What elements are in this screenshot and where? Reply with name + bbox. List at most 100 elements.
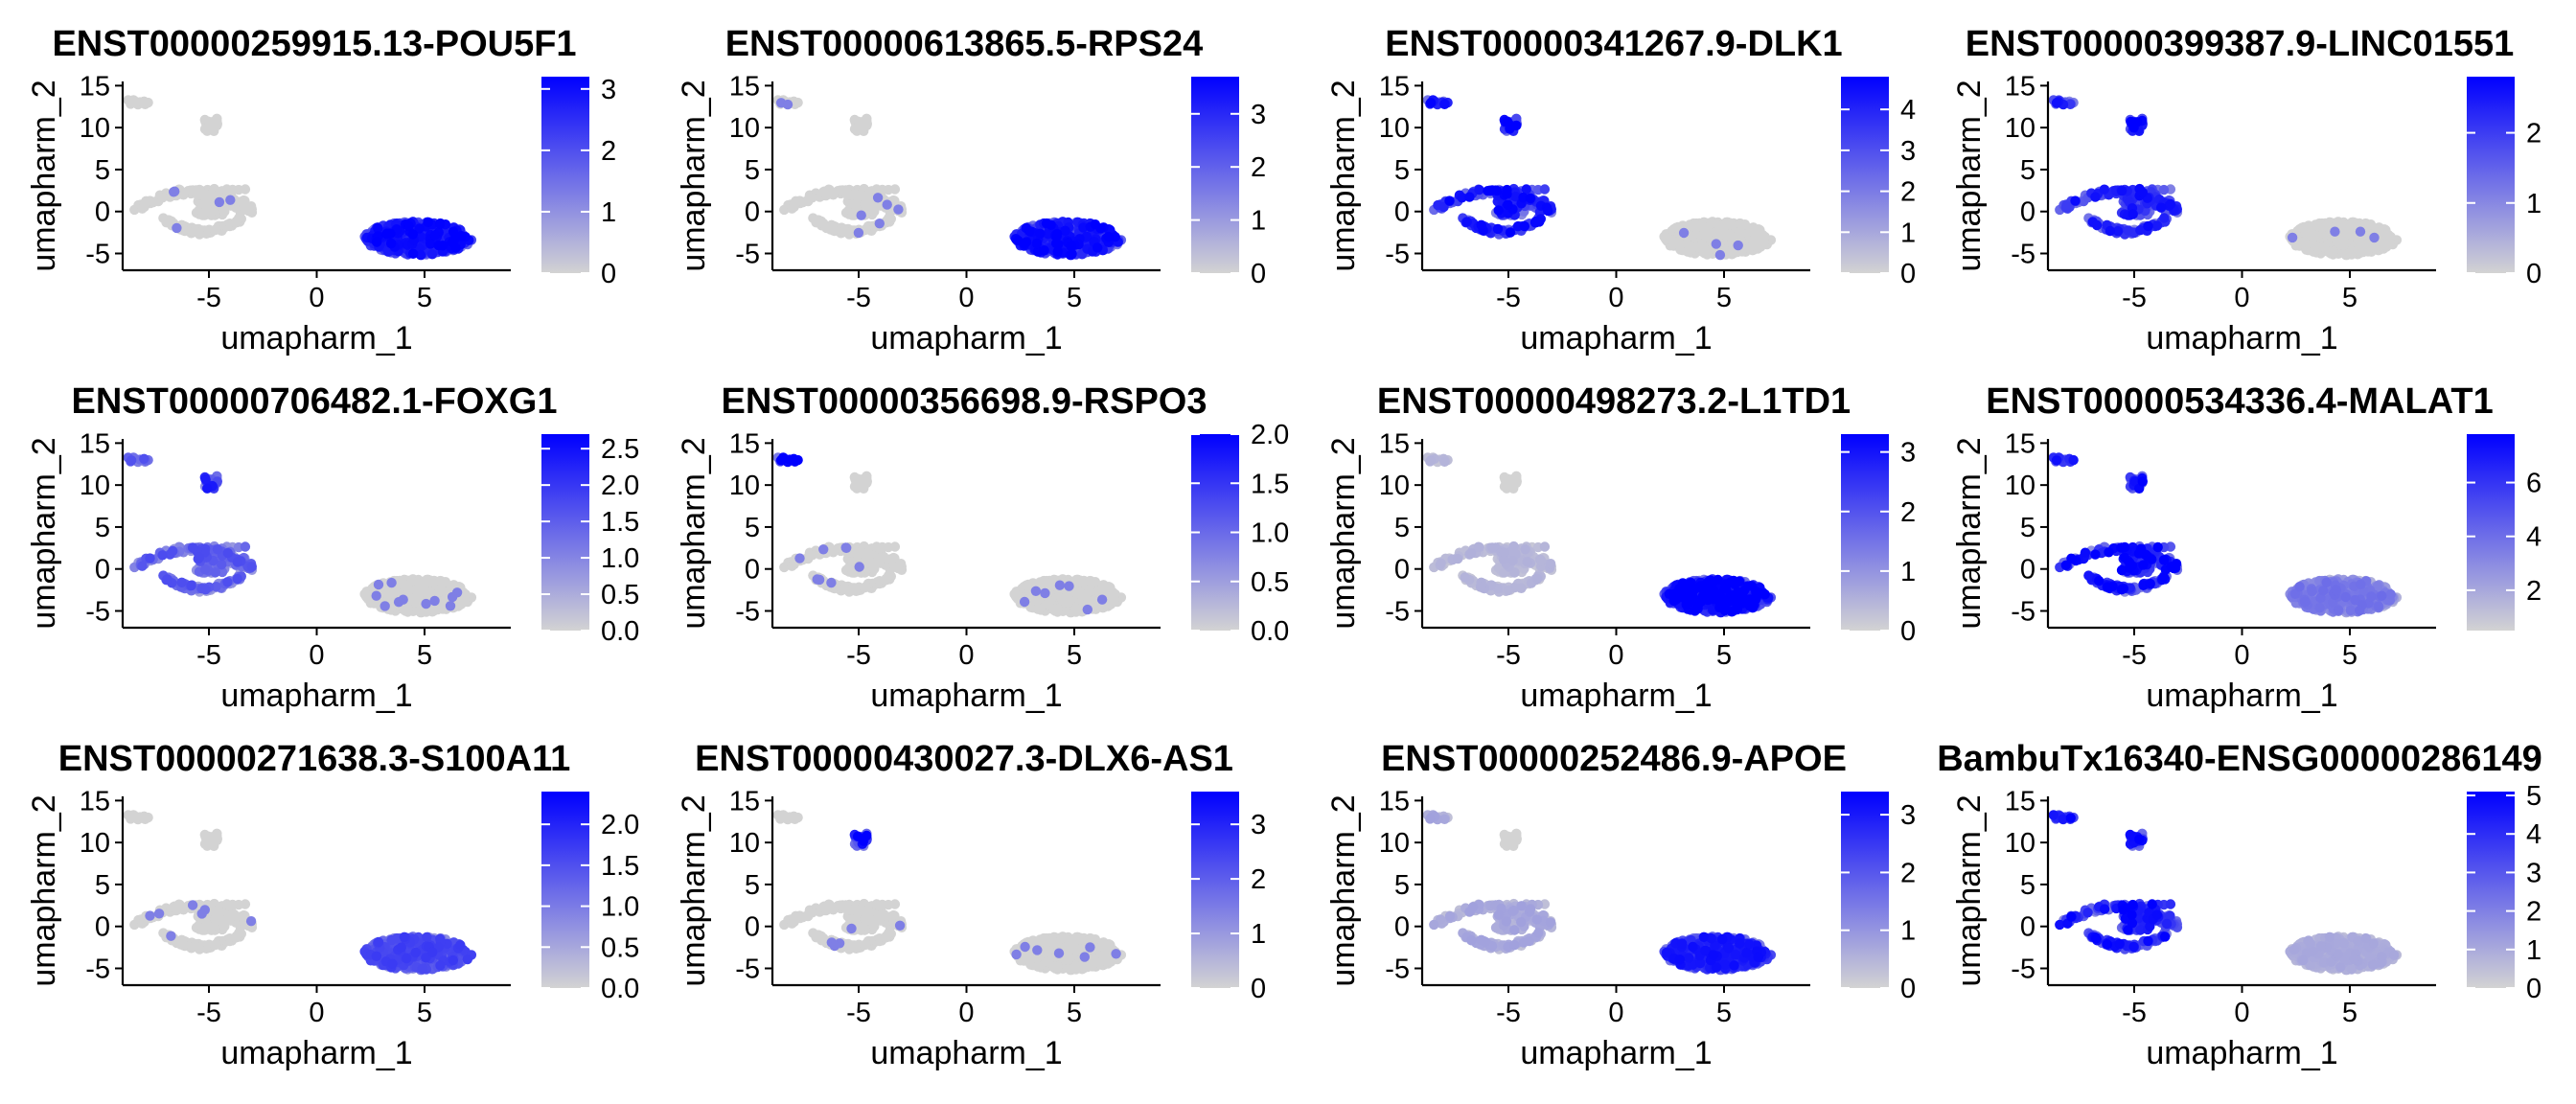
cell-point [862, 119, 872, 129]
cell-point [2358, 246, 2368, 258]
x-tick-label: 0 [309, 283, 324, 313]
cell-point [1031, 238, 1043, 249]
cell-point [423, 217, 433, 227]
x-tick-label: 5 [417, 283, 432, 313]
cell-point [429, 595, 440, 607]
cell-point [1530, 218, 1541, 228]
colorbar [541, 77, 589, 273]
cell-point [241, 204, 251, 215]
y-tick-label: -5 [85, 239, 110, 269]
y-axis-label: umapharm_2 [26, 437, 62, 629]
cell-point [426, 249, 438, 260]
cell-point [2091, 219, 2103, 231]
x-axis-label: umapharm_1 [1520, 320, 1712, 356]
cell-point [157, 550, 168, 561]
cell-point [1086, 576, 1096, 586]
x-tick-label: 0 [2234, 283, 2249, 313]
colorbar-tick-label: 1 [1251, 206, 1266, 237]
cell-point [222, 577, 233, 587]
x-tick-label: 5 [2342, 283, 2358, 313]
x-tick-label: 0 [309, 640, 324, 671]
colorbar-tick-label: 3 [1900, 136, 1916, 167]
cell-point [169, 187, 179, 197]
cell-point [222, 547, 233, 559]
cell-point [206, 207, 217, 218]
cell-point [2131, 117, 2143, 127]
cell-point [172, 222, 182, 234]
cell-point [874, 218, 885, 229]
cell-point [2369, 242, 2380, 254]
colorbar [2467, 77, 2515, 273]
colorbar-tick-label: 0 [1251, 259, 1266, 289]
cell-point [415, 249, 426, 261]
cell-point [445, 601, 456, 611]
cell-point [386, 577, 397, 588]
cell-point [1725, 232, 1736, 242]
x-tick-label: 0 [1608, 283, 1623, 313]
colorbar [1841, 77, 1889, 273]
cell-point [2090, 192, 2101, 202]
y-tick-label: 0 [95, 197, 110, 228]
cell-point [232, 557, 242, 567]
cell-point [1502, 189, 1512, 199]
cell-point [163, 215, 174, 225]
cell-point [380, 601, 390, 611]
cell-point [2361, 218, 2372, 229]
y-axis-label: umapharm_2 [676, 80, 712, 271]
cell-point [126, 455, 137, 466]
cell-point [139, 453, 150, 464]
colorbar-tick-label: 2 [1251, 152, 1266, 183]
cell-point [1022, 580, 1032, 590]
cell-point [883, 184, 894, 196]
y-tick-label: 0 [745, 197, 760, 228]
cell-point [399, 581, 409, 591]
cell-point [821, 222, 832, 234]
cell-point [232, 573, 242, 585]
cell-point [1698, 223, 1709, 234]
x-tick-label: -5 [196, 283, 221, 313]
cell-point [1483, 186, 1493, 196]
cell-point [403, 220, 414, 231]
y-tick-label: 10 [2005, 113, 2036, 144]
y-tick-label: -5 [735, 239, 760, 269]
cell-point [1075, 589, 1086, 600]
y-axis-label: umapharm_2 [1951, 80, 1988, 271]
cell-point [202, 483, 213, 494]
y-tick-label: 10 [1379, 113, 1410, 144]
umap-panel: ENST00000341267.9-DLK1-5 0 5-5051015umapha… [1325, 24, 1916, 356]
cell-point [1743, 242, 1755, 254]
cell-point [2165, 198, 2176, 210]
cell-point [1035, 228, 1046, 239]
x-tick-label: -5 [2122, 283, 2147, 313]
cell-point [1476, 219, 1486, 230]
cell-point [186, 580, 196, 591]
colorbar-tick-label: 3 [601, 75, 616, 105]
cell-point [853, 227, 864, 239]
colorbar-tick-label: 1.0 [601, 543, 639, 574]
cell-point [1492, 223, 1504, 235]
cell-point [246, 562, 257, 572]
cell-point [807, 550, 817, 561]
y-tick-label: 0 [95, 555, 110, 586]
colorbar [1191, 77, 1239, 273]
cell-point [1505, 227, 1516, 238]
panel-title: ENST00000356698.9-RSPO3 [722, 381, 1208, 422]
cell-point [2297, 222, 2308, 233]
umap-panel: ENST00000613865.5-RPS24-5 0 5-5051015umaph… [676, 24, 1266, 356]
cell-point [2117, 185, 2128, 196]
panel-title: ENST00000341267.9-DLK1 [1385, 24, 1842, 64]
cell-point [2355, 226, 2366, 237]
cell-point [1439, 99, 1450, 110]
y-tick-label: 15 [1379, 71, 1410, 102]
cell-point [844, 229, 855, 240]
cell-point [1051, 228, 1063, 240]
panel-title: ENST00000613865.5-RPS24 [725, 24, 1204, 64]
cell-point [194, 552, 205, 563]
cell-point [210, 225, 220, 236]
cell-point [1092, 242, 1103, 253]
colorbar-tick-label: 2 [1900, 177, 1916, 208]
cell-point [1474, 184, 1484, 196]
cell-point [2143, 220, 2153, 232]
cell-point [456, 231, 467, 242]
